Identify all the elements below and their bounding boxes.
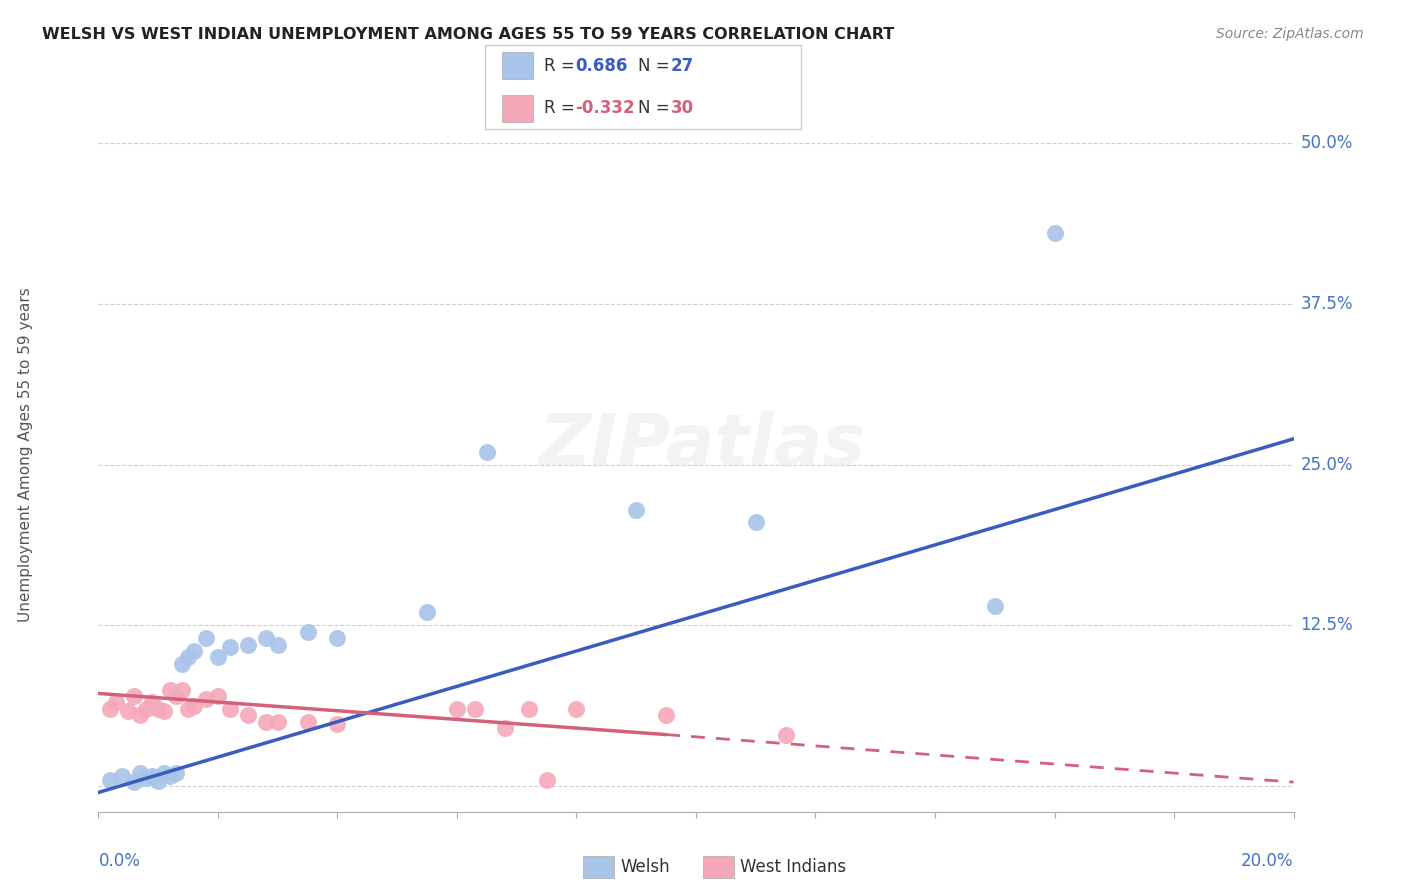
Point: [254, 631, 277, 645]
Point: [124, 689, 146, 703]
Text: 30: 30: [671, 99, 693, 117]
Point: [165, 766, 187, 780]
Point: [98, 702, 122, 716]
Point: [297, 714, 319, 729]
Point: [135, 772, 157, 786]
Text: 37.5%: 37.5%: [1301, 295, 1353, 313]
Point: [141, 695, 163, 709]
Point: [475, 444, 498, 458]
Point: [117, 705, 139, 719]
Text: R =: R =: [544, 99, 581, 117]
Text: WELSH VS WEST INDIAN UNEMPLOYMENT AMONG AGES 55 TO 59 YEARS CORRELATION CHART: WELSH VS WEST INDIAN UNEMPLOYMENT AMONG …: [42, 27, 894, 42]
Point: [624, 502, 647, 516]
Point: [148, 773, 170, 788]
Point: [446, 702, 468, 716]
Text: 12.5%: 12.5%: [1301, 616, 1353, 634]
Text: N =: N =: [638, 57, 675, 75]
Point: [464, 702, 486, 716]
Text: 50.0%: 50.0%: [1301, 134, 1353, 153]
Point: [172, 657, 194, 671]
Text: Unemployment Among Ages 55 to 59 years: Unemployment Among Ages 55 to 59 years: [18, 287, 32, 623]
Point: [172, 682, 194, 697]
Point: [194, 631, 218, 645]
Point: [177, 650, 200, 665]
Point: [416, 606, 439, 620]
Point: [153, 705, 176, 719]
Point: [207, 689, 229, 703]
Text: West Indians: West Indians: [740, 858, 845, 876]
Point: [297, 624, 319, 639]
Point: [517, 702, 540, 716]
Point: [165, 689, 187, 703]
Point: [326, 631, 349, 645]
Text: 20.0%: 20.0%: [1241, 852, 1294, 870]
Point: [267, 714, 290, 729]
Text: 25.0%: 25.0%: [1301, 456, 1353, 474]
Point: [326, 717, 349, 731]
Point: [207, 650, 229, 665]
Point: [775, 728, 797, 742]
Point: [194, 691, 218, 706]
Text: 0.686: 0.686: [575, 57, 627, 75]
Text: N =: N =: [638, 99, 675, 117]
Point: [219, 702, 242, 716]
Point: [177, 702, 200, 716]
Text: R =: R =: [544, 57, 581, 75]
Point: [536, 772, 558, 787]
Point: [219, 640, 242, 654]
Point: [254, 714, 277, 729]
Text: 27: 27: [671, 57, 695, 75]
Point: [565, 702, 588, 716]
Point: [129, 708, 152, 723]
Text: Source: ZipAtlas.com: Source: ZipAtlas.com: [1216, 27, 1364, 41]
Point: [98, 772, 122, 787]
Point: [655, 708, 678, 723]
Text: 0.0%: 0.0%: [98, 852, 141, 870]
Point: [111, 769, 134, 783]
Point: [105, 695, 128, 709]
Point: [129, 766, 152, 780]
Point: [159, 769, 181, 783]
Point: [745, 516, 768, 530]
Point: [141, 769, 163, 783]
Point: [983, 599, 1005, 613]
Point: [1043, 226, 1066, 240]
Point: [124, 775, 146, 789]
Point: [236, 708, 259, 723]
Point: [236, 638, 259, 652]
Point: [135, 702, 157, 716]
Text: ZIPatlas: ZIPatlas: [540, 411, 866, 481]
Point: [183, 699, 205, 714]
Text: Welsh: Welsh: [620, 858, 669, 876]
Point: [267, 638, 290, 652]
Point: [183, 644, 205, 658]
Point: [159, 682, 181, 697]
Point: [153, 766, 176, 780]
Point: [148, 702, 170, 716]
Point: [494, 721, 516, 735]
Text: -0.332: -0.332: [575, 99, 634, 117]
